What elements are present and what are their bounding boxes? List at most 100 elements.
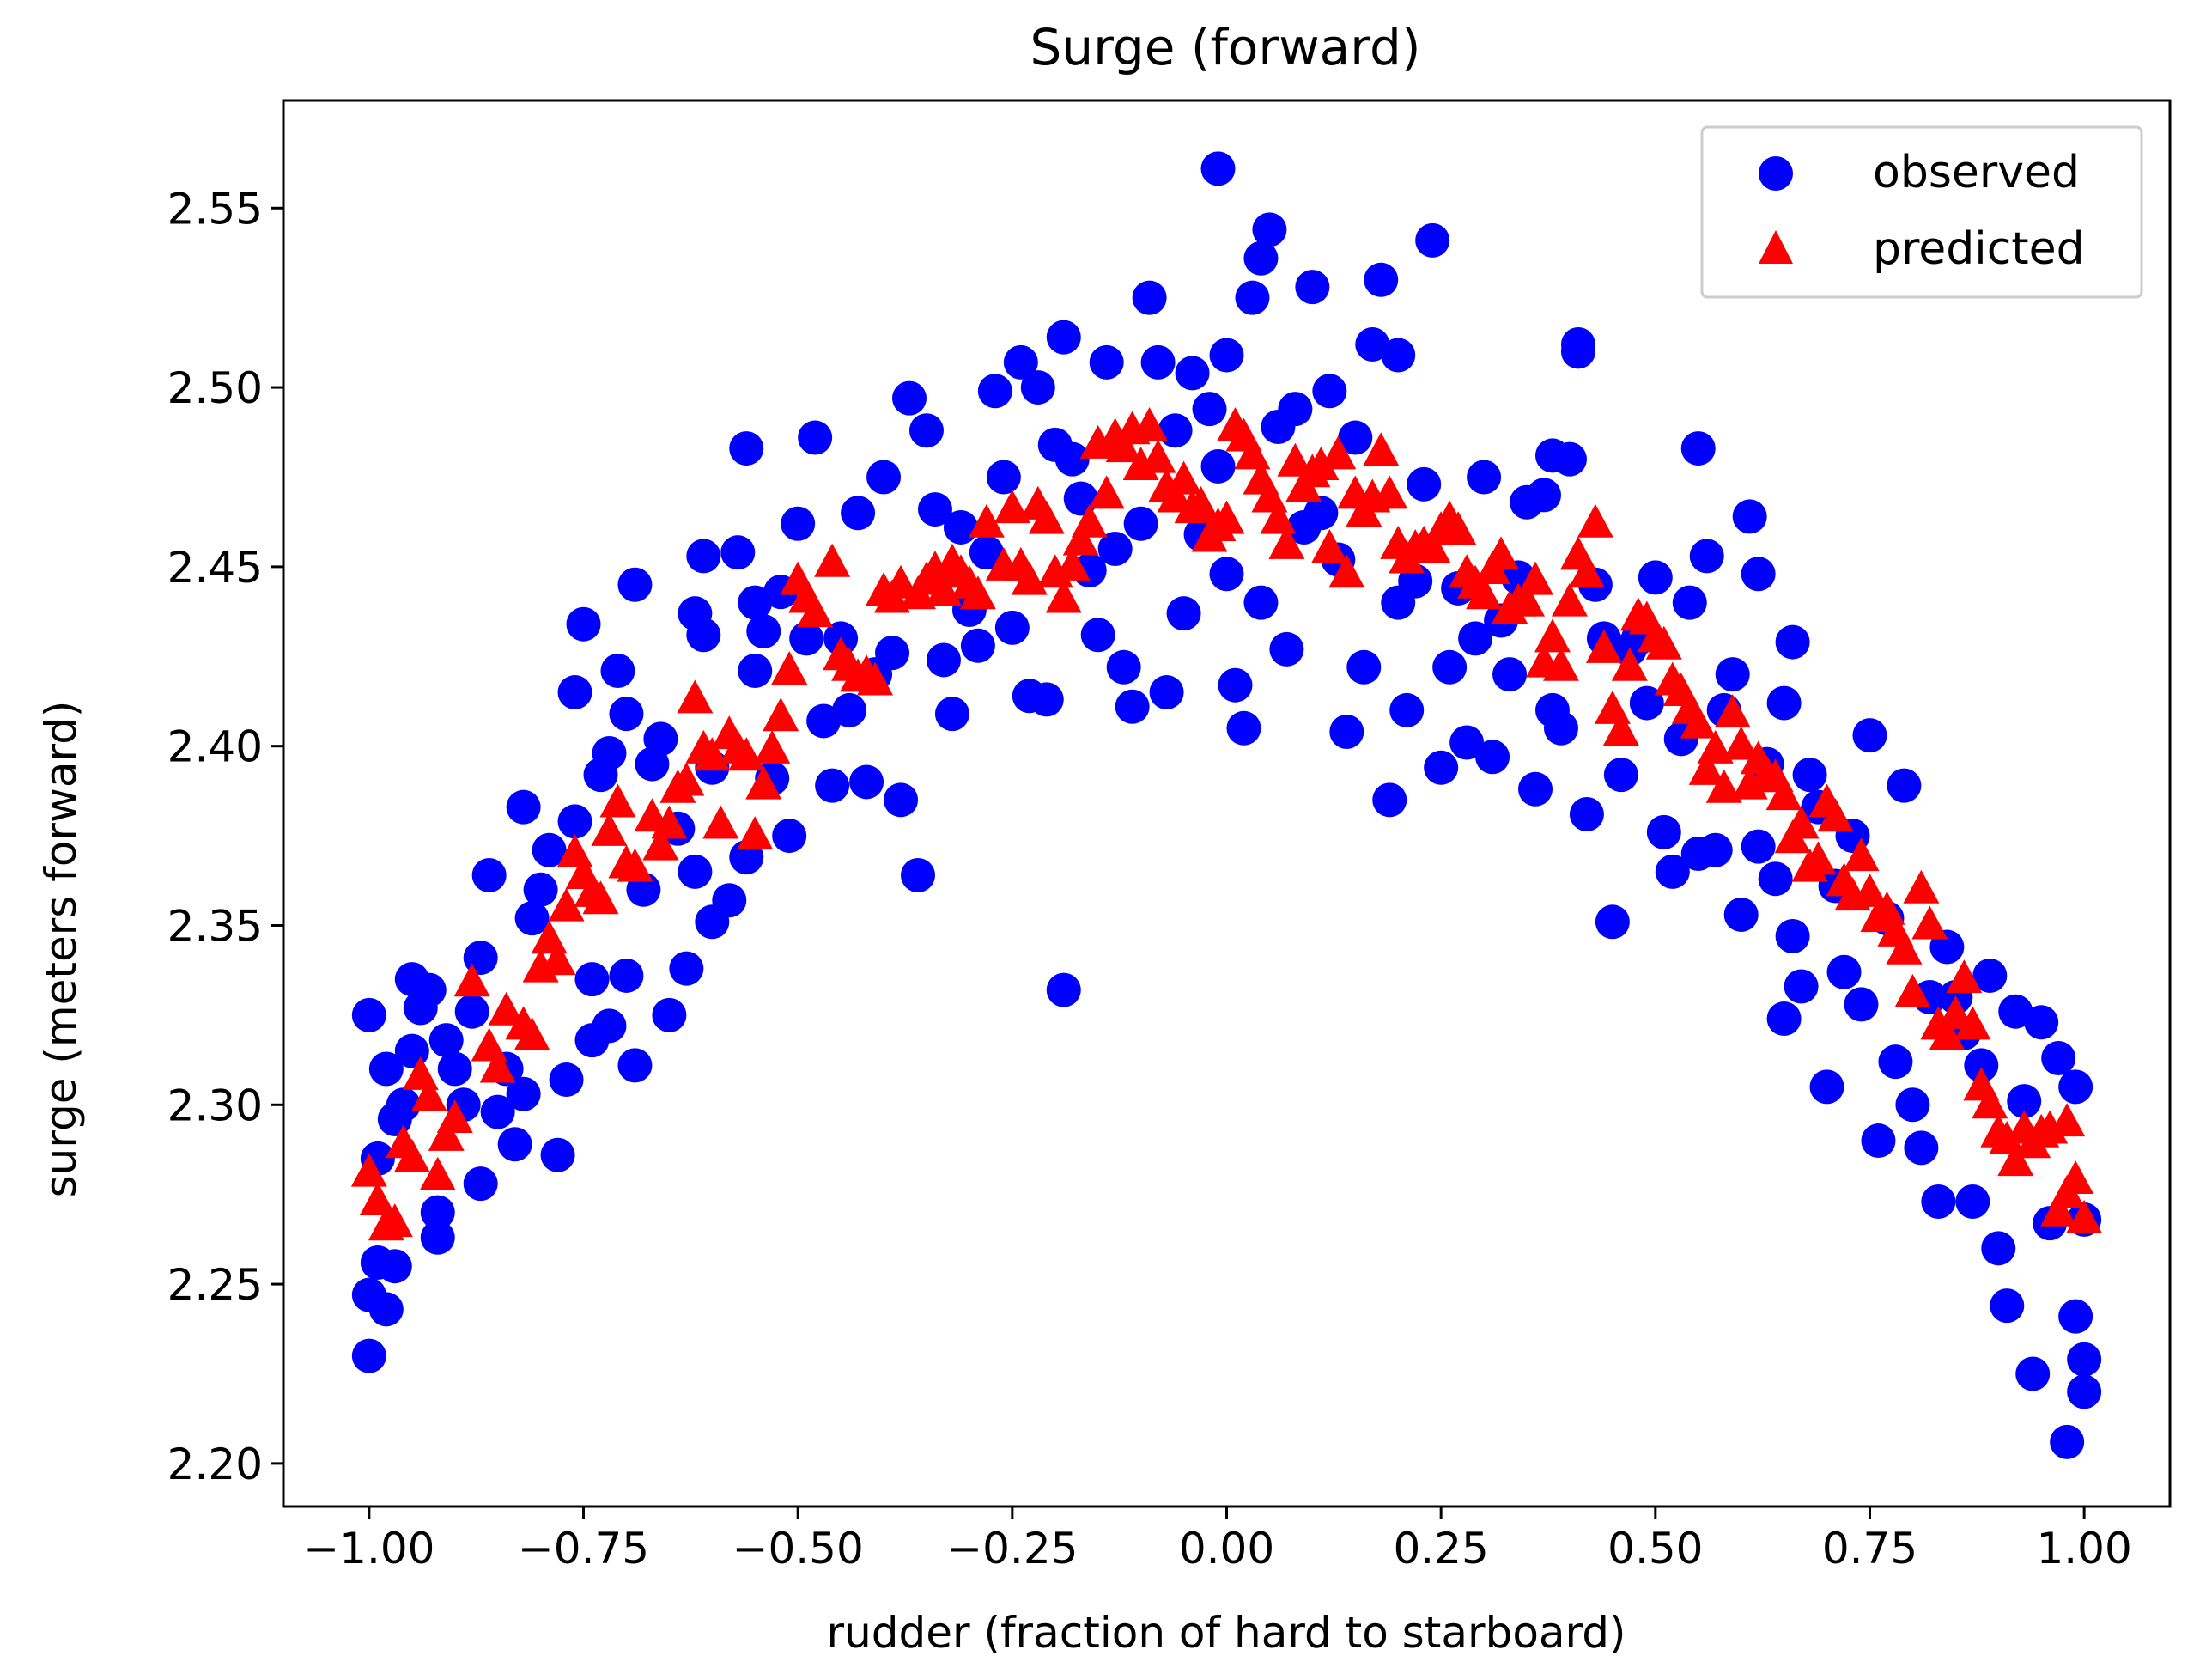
predicted-point — [797, 594, 834, 628]
observed-point — [1209, 557, 1244, 592]
predicted-point — [1697, 729, 1734, 764]
observed-point — [1826, 954, 1862, 989]
observed-point — [506, 1076, 541, 1111]
observed-point — [1878, 1044, 1913, 1080]
predicted-point — [2057, 1160, 2094, 1194]
y-tick-label: 2.55 — [167, 184, 263, 234]
observed-point — [986, 460, 1021, 495]
observed-point — [1381, 338, 1416, 373]
observed-point — [1175, 356, 1210, 391]
predicted-point — [883, 564, 920, 599]
chart-title: Surge (forward) — [1030, 18, 1421, 76]
predicted-point — [1972, 1085, 2008, 1119]
observed-point — [592, 1008, 627, 1044]
observed-point — [1020, 370, 1055, 405]
observed-point — [1003, 344, 1038, 380]
predicted-point — [1585, 629, 1622, 663]
predicted-point — [428, 1117, 465, 1151]
predicted-point — [814, 543, 851, 577]
x-axis-label: rudder (fraction of hard to starboard) — [827, 1608, 1626, 1658]
predicted-point — [1886, 930, 1923, 965]
x-tick-label: −0.25 — [946, 1524, 1078, 1574]
observed-point — [960, 628, 995, 663]
observed-point — [514, 901, 550, 936]
predicted-point — [582, 880, 619, 915]
observed-point — [1809, 1069, 1844, 1105]
predicted-point — [1371, 475, 1408, 509]
y-tick-label: 2.25 — [167, 1260, 263, 1310]
predicted-point — [1440, 511, 1477, 545]
observed-point — [471, 858, 507, 893]
observed-point — [1346, 649, 1382, 685]
observed-point — [1140, 344, 1176, 380]
observed-point — [1595, 904, 1630, 940]
observed-point — [1723, 897, 1759, 932]
observed-point — [1655, 854, 1690, 889]
observed-point — [1672, 585, 1707, 620]
observed-point — [557, 675, 592, 710]
observed-point — [549, 1062, 584, 1098]
predicted-point — [651, 805, 688, 839]
y-tick-label: 2.50 — [167, 363, 263, 413]
observed-point — [411, 972, 447, 1007]
predicted-point — [1705, 769, 1742, 803]
observed-point — [1200, 151, 1236, 186]
observed-point — [540, 1137, 575, 1172]
observed-point — [592, 736, 627, 771]
observed-point — [1887, 768, 1922, 803]
observed-point — [1981, 1231, 2016, 1266]
observed-point — [1518, 771, 1553, 807]
y-tick-label: 2.30 — [167, 1081, 263, 1130]
observed-point — [1115, 689, 1150, 724]
observed-point — [557, 804, 592, 839]
predicted-point — [1131, 407, 1168, 441]
observed-point — [1895, 1087, 1930, 1123]
predicted-point — [2066, 1199, 2103, 1233]
predicted-point — [763, 697, 799, 732]
observed-point — [738, 585, 773, 620]
observed-point — [1106, 649, 1141, 685]
observed-point — [1235, 280, 1270, 315]
predicted-point — [1328, 554, 1365, 588]
predicted-point — [1260, 500, 1297, 534]
predicted-point — [350, 1153, 387, 1187]
observed-point — [746, 614, 781, 649]
observed-point — [652, 997, 687, 1032]
y-axis-label: surge (meters forward) — [36, 701, 86, 1198]
observed-point — [686, 618, 721, 653]
observed-point — [2041, 1040, 2076, 1075]
observed-point — [806, 703, 842, 739]
observed-point — [1646, 814, 1681, 849]
observed-point — [1269, 631, 1304, 667]
observed-point — [1449, 725, 1485, 760]
legend-observed-marker — [1759, 156, 1793, 191]
predicted-point — [737, 816, 774, 850]
predicted-point — [1551, 582, 1588, 617]
observed-point — [1569, 797, 1604, 832]
predicted-point — [1843, 837, 1880, 872]
observed-point — [377, 1249, 412, 1284]
predicted-point — [1054, 546, 1091, 581]
observed-point — [2015, 1356, 2051, 1391]
predicted-point — [1139, 439, 1176, 473]
predicted-point — [1268, 525, 1305, 559]
x-tick-label: 0.25 — [1393, 1524, 1488, 1574]
observed-point — [841, 496, 876, 531]
observed-point — [849, 764, 884, 800]
predicted-point — [1680, 704, 1717, 739]
legend-observed-label: observed — [1873, 147, 2080, 198]
x-tick-label: 1.00 — [2036, 1524, 2131, 1574]
predicted-point — [488, 991, 525, 1026]
observed-point — [1543, 710, 1578, 746]
observed-point — [1792, 758, 1827, 793]
predicted-point — [994, 490, 1030, 524]
observed-point — [1432, 649, 1468, 685]
observed-point — [1560, 334, 1595, 369]
observed-point — [720, 535, 756, 570]
x-tick-label: 0.50 — [1607, 1524, 1703, 1574]
predicted-point — [1165, 460, 1202, 495]
predicted-point — [754, 729, 791, 764]
predicted-point — [1045, 579, 1082, 613]
predicted-point — [1071, 503, 1108, 538]
